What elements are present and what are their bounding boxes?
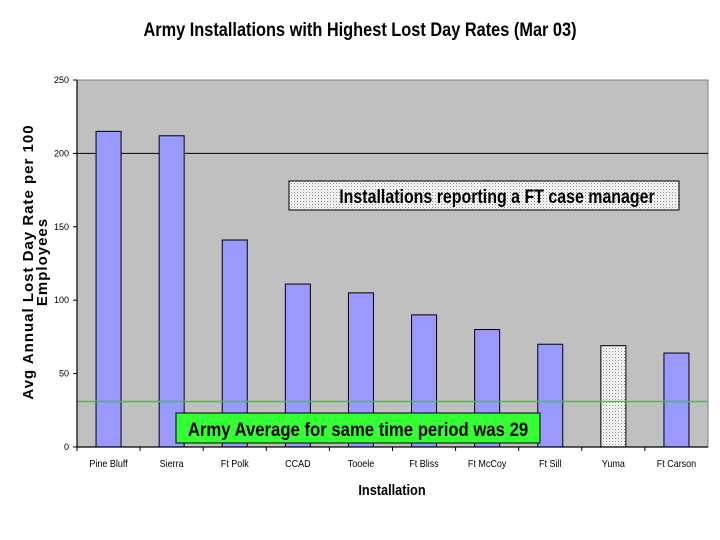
average-box-text: Army Average for same time period was 29 (188, 419, 528, 440)
x-tick-label: Sierra (160, 459, 185, 471)
x-tick-label: Ft Sill (539, 459, 561, 471)
x-tick-label: CCAD (285, 459, 311, 471)
bar-ft-carson (663, 352, 690, 448)
y-tick-label: 150 (54, 222, 69, 232)
x-tick-label: Ft Carson (657, 459, 696, 471)
x-tick-label: Ft Polk (221, 459, 249, 471)
average-box (175, 412, 541, 444)
x-axis-title: Installation (358, 481, 425, 498)
y-tick-label: 0 (64, 442, 69, 452)
bar-yuma (600, 345, 627, 448)
bar-ft-sill (537, 343, 564, 448)
y-tick-label: 200 (54, 148, 69, 158)
y-axis-title-line2: Employees (34, 218, 51, 306)
x-tick-label: Ft Bliss (409, 459, 439, 471)
chart-title: Army Installations with Highest Lost Day… (143, 20, 577, 41)
y-tick-label: 100 (54, 295, 69, 305)
bar-pine-bluff (95, 130, 122, 448)
legend-box-text: Installations reporting a FT case manage… (339, 186, 655, 208)
y-tick-label: 50 (59, 369, 69, 379)
x-tick-label: Pine Bluff (89, 459, 128, 471)
bar-sierra (158, 135, 185, 448)
x-tick-label: Ft McCoy (468, 459, 507, 471)
y-tick-label: 250 (54, 75, 69, 85)
x-tick-label: Yuma (602, 459, 626, 471)
x-tick-label: Tooele (348, 459, 374, 471)
y-axis-title-line1: Avg Annual Lost Day Rate per 100 (20, 124, 37, 399)
legend-box (288, 180, 680, 211)
